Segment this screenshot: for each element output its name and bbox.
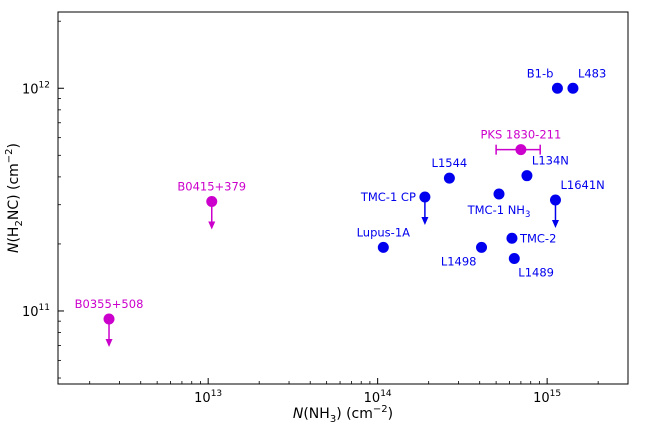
label-l134n: L134N <box>532 154 569 168</box>
point-b0355-508 <box>103 313 115 325</box>
label-b1-b: B1-b <box>527 66 554 80</box>
plot-frame <box>57 11 629 385</box>
label-tmc-2: TMC-2 <box>519 231 556 245</box>
label-l1498: L1498 <box>441 254 477 268</box>
upper-limit-arrowhead-tmc-1-cp <box>421 216 429 225</box>
point-tmc-1-cp <box>419 191 431 203</box>
point-tmc-2 <box>506 232 518 244</box>
x-tick-label: 1013 <box>194 389 222 406</box>
label-tmc-1-nh: TMC-1 NH3 <box>467 203 531 220</box>
point-l1544 <box>443 172 455 184</box>
y-axis-label: N(H2NC) (cm−2) <box>4 143 25 253</box>
y-tick-label: 1011 <box>22 303 50 320</box>
point-l134n <box>521 170 533 182</box>
y-tick-label: 1012 <box>22 80 50 97</box>
label-pks-1830-211: PKS 1830-211 <box>480 128 561 142</box>
point-l1498 <box>476 241 488 253</box>
point-lupus-1a <box>377 241 389 253</box>
label-l483: L483 <box>578 66 606 80</box>
upper-limit-arrowhead-l1641n <box>551 219 559 228</box>
point-labels: B1-b L483 L1544 L134N TMC-1 CP TMC-1 NH3 L1641… <box>75 66 607 311</box>
label-l1489: L1489 <box>518 266 554 280</box>
label-b0355-508: B0355+508 <box>75 297 144 311</box>
point-b1-b <box>551 82 563 94</box>
x-tick-label: 1014 <box>364 389 392 406</box>
data-marks <box>103 82 579 348</box>
point-l1489 <box>508 253 520 265</box>
x-axis-label: N(NH3) (cm−2) <box>293 404 393 425</box>
point-b0415-379 <box>206 196 218 208</box>
upper-limit-arrowhead-b0415-379 <box>208 221 216 230</box>
point-l483 <box>567 82 579 94</box>
label-lupus-1a: Lupus-1A <box>357 225 411 239</box>
x-tick-label: 1015 <box>533 389 561 406</box>
label-l1641n: L1641N <box>560 178 604 192</box>
label-l1544: L1544 <box>432 156 468 170</box>
point-pks-1830-211 <box>515 144 527 156</box>
point-l1641n <box>549 194 561 206</box>
label-tmc-1-cp: TMC-1 CP <box>360 190 416 204</box>
label-b0415-379: B0415+379 <box>177 180 246 194</box>
axis-ticks: 1013 1014 1015 1011 1012 <box>22 20 629 406</box>
upper-limit-arrowhead-b0355-508 <box>105 339 113 348</box>
point-tmc-1-nh <box>493 188 505 200</box>
